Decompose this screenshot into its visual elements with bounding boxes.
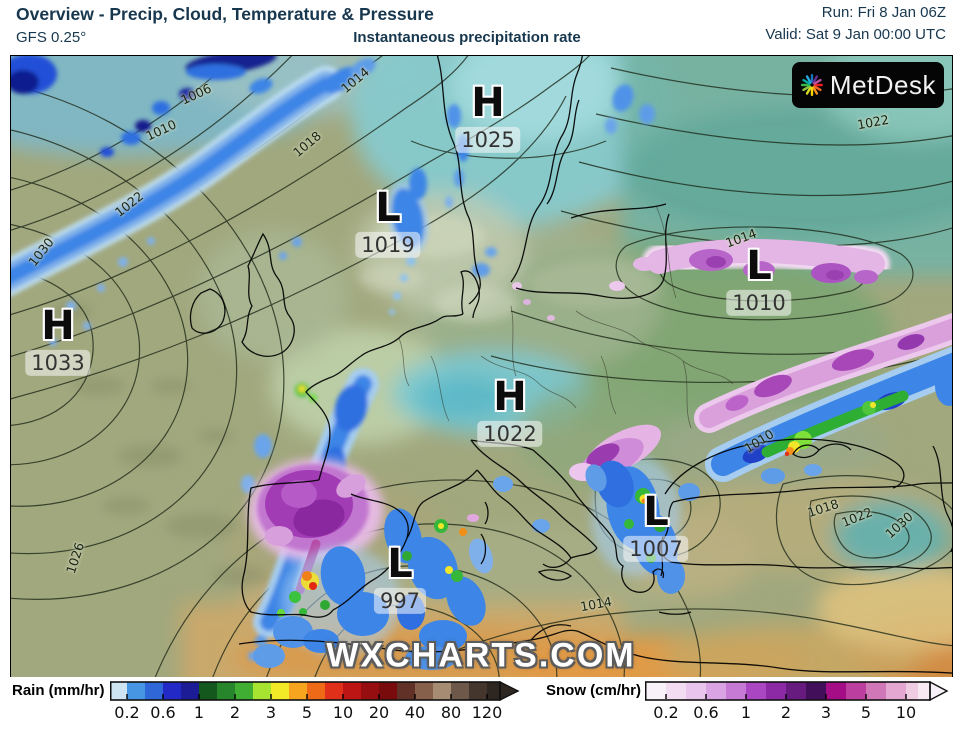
- pressure-value: 1022: [477, 420, 543, 448]
- metdesk-logo: MetDesk: [792, 62, 944, 108]
- pressure-value: 1033: [25, 349, 91, 377]
- scale-tick-label: 80: [441, 703, 461, 722]
- scale-tick-label: 40: [405, 703, 425, 722]
- pressure-center-h-1022: H: [493, 374, 527, 420]
- scale-tick-label: 20: [369, 703, 389, 722]
- map-overlay: H 1025 L 1019 L 1010 H 1033 H 1022 L 1007 L 997 1006 10…: [11, 56, 952, 678]
- product-label: Instantaneous precipitation rate: [353, 29, 581, 46]
- weather-map: H 1025 L 1019 L 1010 H 1033 H 1022 L 1007 L 997 1006 10…: [10, 55, 953, 679]
- rain-scale: 0.2 0.6 1 2 3 5 10 20 40 80 120: [110, 680, 520, 722]
- pressure-value: 1025: [455, 126, 521, 154]
- header: Overview - Precip, Cloud, Temperature & …: [0, 0, 960, 55]
- isobar-label: 1022: [839, 504, 875, 530]
- scale-tick-label: 0.2: [114, 703, 139, 722]
- isobar-label: 1018: [805, 495, 841, 521]
- pressure-center-l-1019: L: [375, 185, 401, 231]
- valid-time-label: Valid: Sat 9 Jan 00:00 UTC: [765, 26, 946, 43]
- scale-tick-label: 10: [333, 703, 353, 722]
- isobar-label: 1022: [856, 111, 890, 133]
- isobar-label: 1014: [337, 64, 373, 96]
- scale-tick-label: 2: [781, 703, 791, 722]
- scale-tick-label: 3: [266, 703, 276, 722]
- pressure-center-l-997: L: [387, 541, 413, 587]
- metdesk-logo-text: MetDesk: [829, 69, 936, 100]
- isobar-label: 1014: [579, 593, 613, 615]
- scale-tick-label: 3: [821, 703, 831, 722]
- isobar-label: 1010: [741, 426, 777, 456]
- watermark: WXCHARTS.COM: [326, 636, 636, 675]
- scale-tick-label: 0.6: [693, 703, 718, 722]
- pressure-value: 1019: [355, 231, 421, 259]
- model-label: GFS 0.25°: [16, 29, 87, 46]
- pressure-value: 1007: [623, 535, 689, 563]
- isobar-label: 1026: [62, 540, 88, 576]
- isobar-label: 1018: [289, 128, 325, 160]
- page-title: Overview - Precip, Cloud, Temperature & …: [16, 4, 434, 24]
- legend-bar: Rain (mm/hr) 0.2 0.6 1 2 3 5 10 20 40 80 120 Snow …: [0, 677, 960, 736]
- scale-tick-label: 120: [472, 703, 503, 722]
- pressure-center-l-1010: L: [746, 243, 772, 289]
- pressure-value: 997: [373, 587, 427, 615]
- scale-tick-label: 0.6: [150, 703, 175, 722]
- metdesk-starburst-icon: [800, 73, 824, 97]
- scale-tick-label: 5: [302, 703, 312, 722]
- rain-legend-label: Rain (mm/hr): [12, 682, 105, 699]
- scale-tick-label: 2: [230, 703, 240, 722]
- isobar-label: 1010: [143, 116, 179, 144]
- scale-tick-label: 1: [741, 703, 751, 722]
- isobar-label: 1022: [111, 188, 147, 220]
- scale-tick-label: 10: [896, 703, 916, 722]
- scale-tick-label: 0.2: [653, 703, 678, 722]
- pressure-center-l-1007: L: [643, 489, 669, 535]
- run-time-label: Run: Fri 8 Jan 06Z: [821, 4, 946, 21]
- snow-scale: 0.2 0.6 1 2 3 5 10: [645, 680, 949, 722]
- isobar-label: 1030: [25, 234, 57, 270]
- pressure-value: 1010: [726, 289, 792, 317]
- isobar-label: 1030: [882, 508, 916, 542]
- snow-legend-label: Snow (cm/hr): [546, 682, 642, 699]
- isobar-label: 1006: [178, 80, 214, 108]
- pressure-center-h-1025: H: [471, 80, 505, 126]
- map-art: [11, 56, 952, 678]
- scale-tick-label: 1: [194, 703, 204, 722]
- scale-tick-label: 5: [861, 703, 871, 722]
- pressure-center-h-1033: H: [41, 303, 75, 349]
